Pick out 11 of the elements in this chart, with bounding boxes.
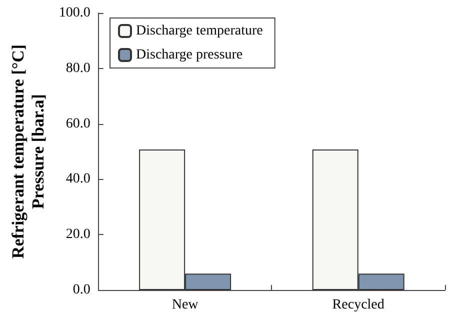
y-tick-label: 0.0 [72, 282, 90, 298]
y-tick-label: 80.0 [66, 60, 90, 76]
x-tick-label: Recycled [332, 298, 384, 312]
y-tick-label: 60.0 [66, 116, 90, 132]
y-tick-label: 100.0 [58, 6, 90, 20]
x-tick-label: New [172, 298, 200, 312]
legend-label: Discharge pressure [136, 48, 243, 62]
legend-label: Discharge temperature [136, 24, 263, 38]
y-tick-label: 40.0 [66, 172, 90, 187]
y-axis-title: Refrigerant temperature [°C] Pressure [bar.a] [8, 44, 48, 259]
y-tick-label: 20.0 [66, 227, 90, 242]
